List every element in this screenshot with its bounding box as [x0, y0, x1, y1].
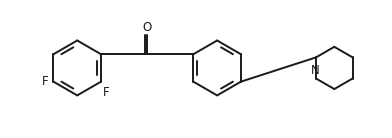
Text: F: F	[103, 86, 110, 99]
Text: O: O	[143, 21, 152, 34]
Text: F: F	[42, 75, 49, 88]
Text: N: N	[311, 64, 320, 77]
